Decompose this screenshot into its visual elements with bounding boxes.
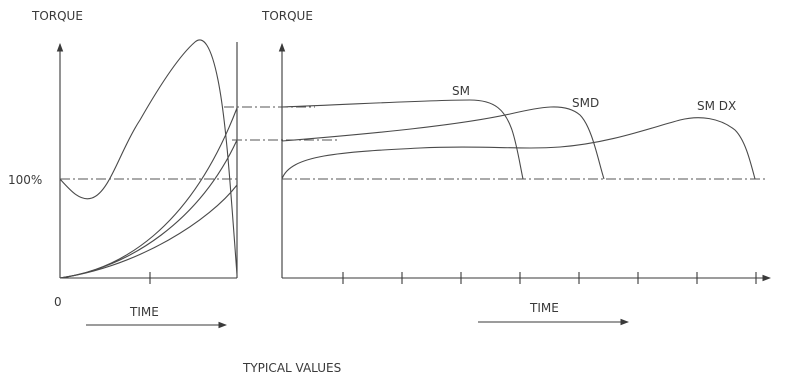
left-start-curve-3 [59, 184, 238, 279]
sm-curve-label: SM [452, 84, 470, 98]
right-chart: TORQUE SM SMD SM DX TIME [261, 9, 772, 326]
left-origin-label: 0 [54, 295, 62, 309]
left-chart: TORQUE 100% 0 TIME [8, 9, 238, 329]
left-ref-label: 100% [8, 173, 42, 187]
caption: TYPICAL VALUES [242, 361, 341, 375]
left-peak-torque-curve [59, 39, 238, 276]
sm-curve [281, 99, 524, 180]
right-x-axis-label: TIME [529, 301, 559, 315]
left-start-curve-1 [59, 107, 238, 279]
smd-curve [281, 106, 605, 180]
left-start-curve-2 [59, 139, 238, 279]
left-y-axis-label: TORQUE [31, 9, 83, 23]
right-y-axis-label: TORQUE [261, 9, 313, 23]
sm-dx-curve-label: SM DX [697, 99, 736, 113]
smd-curve-label: SMD [572, 96, 599, 110]
left-x-axis-label: TIME [129, 305, 159, 319]
sm-dx-curve [281, 117, 756, 180]
